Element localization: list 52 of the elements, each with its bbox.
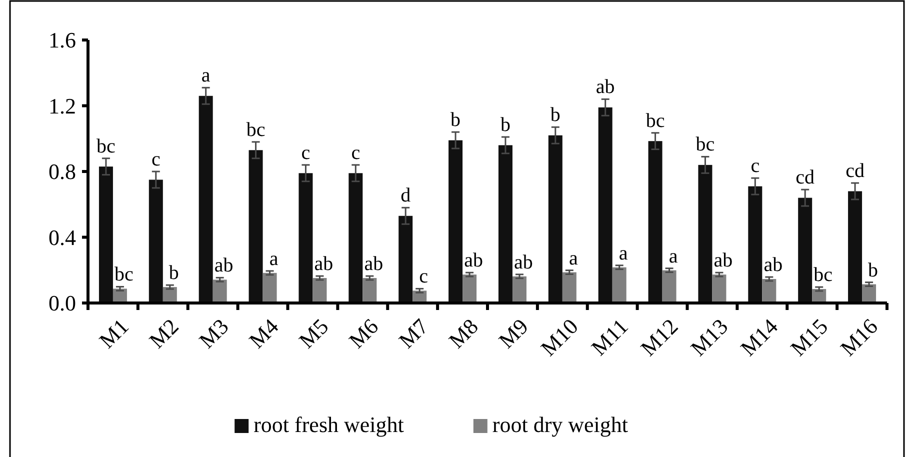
- legend-label: root fresh weight: [254, 412, 404, 437]
- y-tick-label: 1.6: [48, 28, 76, 53]
- x-tick-label: M3: [194, 314, 234, 354]
- legend-label: root dry weight: [492, 412, 628, 437]
- data-label: ab: [214, 254, 234, 277]
- x-tick-label: M12: [636, 314, 683, 361]
- data-label: bc: [96, 135, 116, 158]
- data-label: ab: [464, 250, 483, 272]
- x-tick-label: M13: [686, 314, 733, 361]
- x-tick-label: M10: [536, 314, 583, 361]
- data-label: bc: [646, 110, 665, 132]
- x-tick-label: M2: [144, 314, 184, 354]
- data-label: b: [500, 114, 510, 136]
- data-label: a: [568, 247, 578, 270]
- data-label: ab: [764, 254, 783, 276]
- x-tick-label: M8: [444, 314, 483, 354]
- data-label: ab: [364, 253, 384, 276]
- data-label: b: [450, 109, 461, 132]
- data-label: cd: [796, 166, 815, 189]
- y-tick-label: 0.8: [48, 159, 76, 184]
- x-tick-label: M1: [94, 314, 134, 354]
- data-label: c: [750, 155, 760, 178]
- data-label: a: [201, 64, 210, 87]
- x-tick-label: M6: [344, 314, 384, 354]
- data-label: bc: [246, 118, 266, 141]
- data-label: ab: [596, 76, 615, 98]
- y-tick-label: 1.2: [48, 93, 76, 118]
- x-tick-label: M4: [244, 314, 284, 354]
- data-label: b: [168, 262, 179, 284]
- data-label: b: [550, 104, 560, 126]
- data-label: a: [269, 248, 278, 270]
- data-label: cd: [846, 160, 864, 182]
- data-label: d: [400, 184, 411, 207]
- data-label: bc: [114, 264, 134, 286]
- x-tick-label: M5: [294, 314, 334, 354]
- y-tick-label: 0.0: [48, 290, 76, 316]
- data-label: ab: [314, 253, 334, 276]
- data-label: a: [618, 242, 628, 264]
- data-label: ab: [514, 251, 533, 274]
- data-label: c: [351, 142, 360, 164]
- data-label: c: [419, 266, 428, 288]
- data-label: c: [151, 148, 160, 170]
- x-tick-label: M9: [494, 314, 533, 354]
- x-tick-label: M7: [394, 314, 434, 354]
- data-label: a: [668, 245, 678, 268]
- data-label: ab: [714, 250, 733, 272]
- y-tick-label: 0.4: [48, 224, 76, 250]
- data-label: c: [301, 142, 310, 164]
- data-label: bc: [814, 264, 833, 286]
- data-label: b: [868, 259, 878, 282]
- data-label: bc: [696, 134, 715, 156]
- x-tick-label: M11: [586, 314, 633, 360]
